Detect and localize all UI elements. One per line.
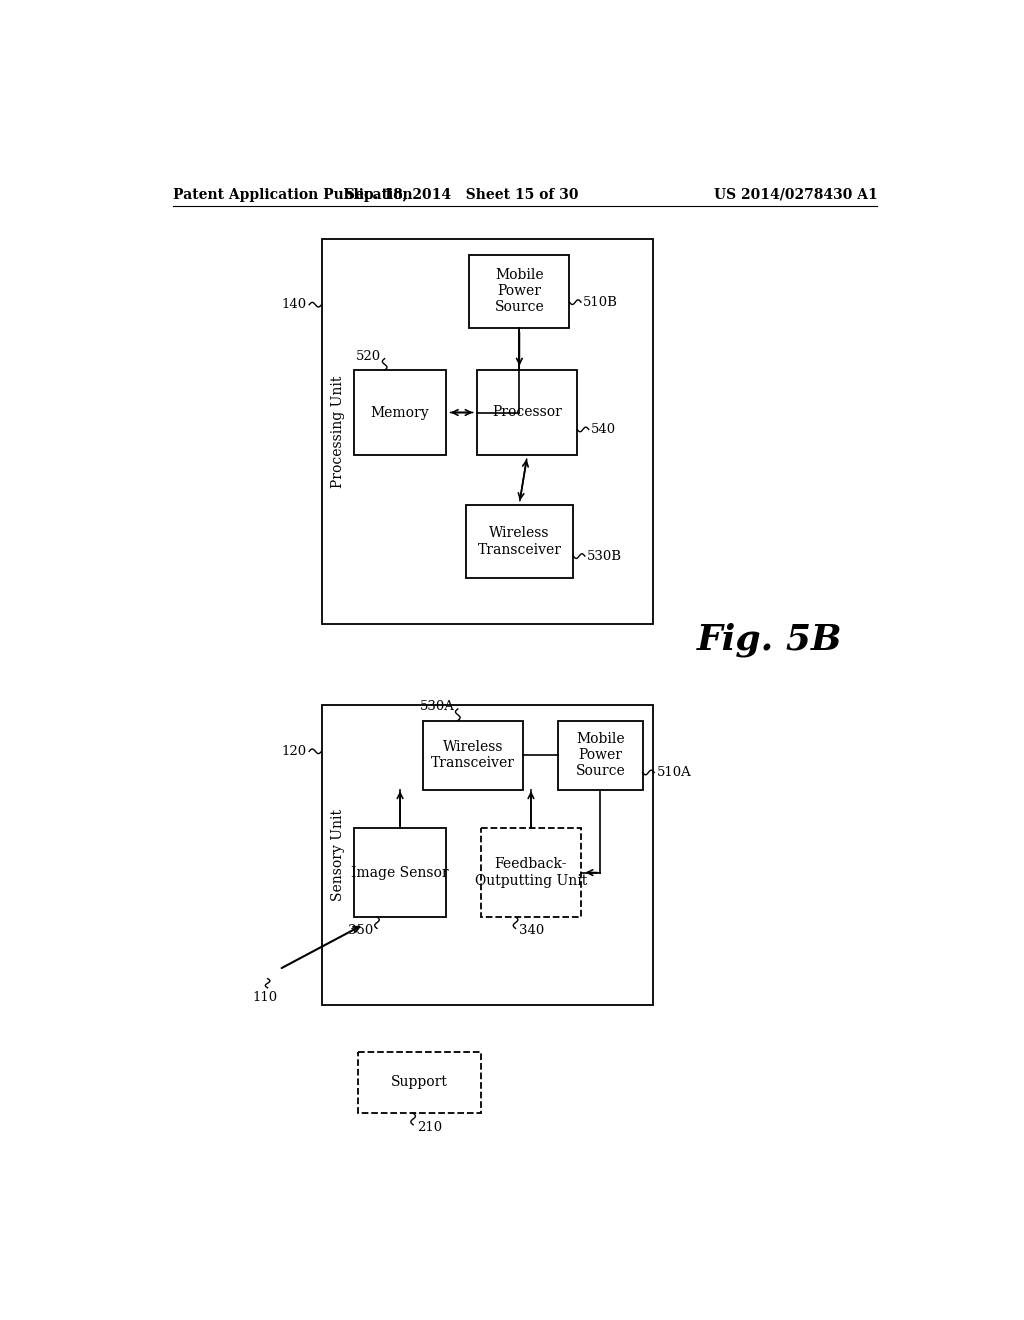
Text: 340: 340 (519, 924, 545, 937)
Bar (322, 705, 652, 1006)
Bar (477, 370, 578, 455)
Text: 510A: 510A (656, 766, 691, 779)
Text: Fig. 5B: Fig. 5B (697, 623, 843, 657)
Text: Processing Unit: Processing Unit (332, 376, 345, 488)
Bar (354, 829, 446, 917)
Text: 530A: 530A (420, 700, 455, 713)
Text: 140: 140 (281, 298, 306, 312)
Text: Sep. 18, 2014   Sheet 15 of 30: Sep. 18, 2014 Sheet 15 of 30 (345, 187, 579, 202)
Text: 540: 540 (591, 422, 616, 436)
Text: Wireless
Transceiver: Wireless Transceiver (431, 741, 515, 771)
Text: 520: 520 (355, 350, 381, 363)
Bar (558, 721, 643, 789)
Text: Image Sensor: Image Sensor (351, 866, 449, 879)
Text: 110: 110 (253, 991, 278, 1005)
Text: 530B: 530B (587, 549, 623, 562)
Text: Memory: Memory (371, 405, 429, 420)
Bar (469, 255, 569, 327)
Text: Mobile
Power
Source: Mobile Power Source (495, 268, 545, 314)
Text: 510B: 510B (584, 296, 618, 309)
Text: 120: 120 (281, 744, 306, 758)
Text: 350: 350 (348, 924, 373, 937)
Bar (466, 506, 573, 578)
Text: Feedback-
Outputting Unit: Feedback- Outputting Unit (475, 858, 587, 887)
Bar (423, 721, 523, 789)
Bar (354, 370, 446, 455)
Text: Sensory Unit: Sensory Unit (332, 809, 345, 902)
Text: Patent Application Publication: Patent Application Publication (173, 187, 413, 202)
Bar (481, 829, 581, 917)
Bar (357, 1052, 481, 1113)
Text: Mobile
Power
Source: Mobile Power Source (575, 733, 625, 779)
Text: Support: Support (391, 1076, 447, 1089)
Text: Wireless
Transceiver: Wireless Transceiver (477, 527, 561, 557)
Text: Processor: Processor (493, 405, 562, 420)
Bar (322, 239, 652, 624)
Text: 210: 210 (417, 1121, 442, 1134)
Text: US 2014/0278430 A1: US 2014/0278430 A1 (714, 187, 878, 202)
